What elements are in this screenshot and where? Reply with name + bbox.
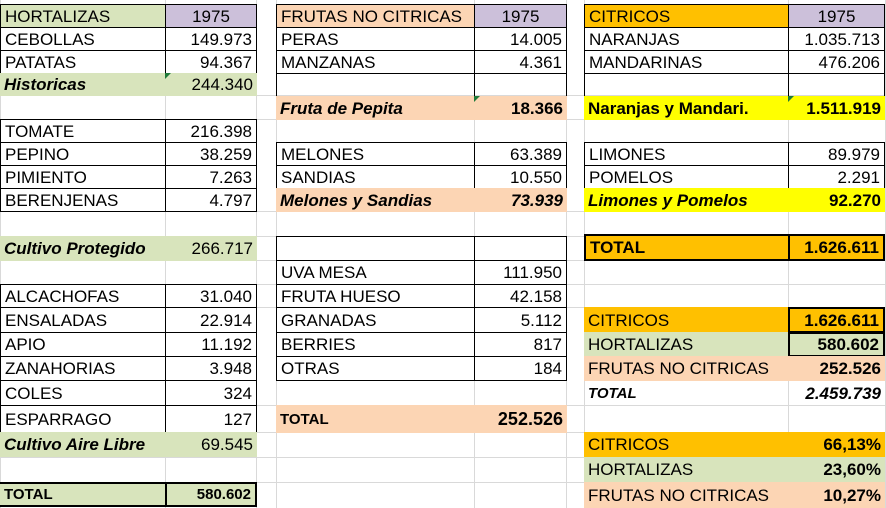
naranja-row-value[interactable]: 476.206 [788, 50, 885, 74]
limon-value[interactable]: 92.270 [788, 188, 885, 212]
aire-row[interactable]: COLES [0, 380, 166, 406]
hortalizas-row[interactable]: CEBOLLAS [0, 27, 166, 51]
aire-row[interactable]: ENSALADAS [0, 307, 166, 333]
aire-row-value[interactable]: 3.948 [165, 356, 257, 381]
otras-row-value[interactable]: 817 [474, 332, 567, 357]
percent-row-frutas-value[interactable]: 10,27% [788, 482, 885, 508]
otras-row[interactable]: GRANADAS [276, 307, 475, 333]
hortalizas-year[interactable]: 1975 [165, 4, 257, 28]
aire-row-value[interactable]: 127 [165, 405, 257, 433]
limon-label[interactable]: Limones y Pomelos [584, 188, 789, 212]
protegido-label[interactable]: Cultivo Protegido [0, 236, 166, 261]
percent-row-citricos[interactable]: CITRICOS [584, 432, 789, 457]
otras-row[interactable]: UVA MESA [276, 260, 475, 285]
hortalizas-row-value[interactable]: 149.973 [165, 27, 257, 51]
frutas-total-label[interactable]: TOTAL [276, 405, 475, 433]
protegido-row[interactable]: BERENJENAS [0, 188, 166, 212]
aire-row[interactable]: ESPARRAGO [0, 405, 166, 433]
melon-row[interactable]: MELONES [276, 142, 475, 166]
otras-row-value[interactable]: 5.112 [474, 307, 567, 333]
aire-row-value[interactable]: 11.192 [165, 332, 257, 357]
citricos-empty-cell[interactable] [584, 73, 789, 97]
otras-row-value[interactable]: 42.158 [474, 284, 567, 308]
limon-row[interactable]: LIMONES [584, 142, 789, 166]
pepita-row-value[interactable]: 4.361 [474, 50, 567, 74]
melon-value[interactable]: 73.939 [474, 188, 567, 212]
aire-row-value[interactable]: 31.040 [165, 284, 257, 308]
pepita-label[interactable]: Fruta de Pepita [276, 96, 475, 120]
percent-row-frutas[interactable]: FRUTAS NO CITRICAS [584, 482, 789, 508]
hortalizas-row-value[interactable]: 94.367 [165, 50, 257, 74]
hortalizas-row[interactable]: PATATAS [0, 50, 166, 74]
summary-total-value[interactable]: 2.459.739 [805, 383, 881, 403]
historicas-label[interactable]: Historicas [0, 73, 166, 96]
melon-row-value[interactable]: 63.389 [474, 142, 567, 166]
naranja-row-value[interactable]: 1.035.713 [788, 27, 885, 51]
protegido-row-value[interactable]: 216.398 [165, 119, 257, 143]
protegido-value[interactable]: 266.717 [165, 236, 257, 261]
frutas-empty-cell[interactable] [276, 236, 475, 261]
summary-row-frutas-value[interactable]: 252.526 [788, 356, 885, 381]
summary-row-hortalizas-value[interactable]: 580.602 [788, 332, 885, 357]
otras-row[interactable]: FRUTA HUESO [276, 284, 475, 308]
summary-row-citricos-value[interactable]: 1.626.611 [788, 307, 885, 333]
citricos-empty-cell[interactable] [788, 73, 885, 97]
percent-row-hortalizas-value[interactable]: 23,60% [788, 457, 885, 482]
aire-row-value[interactable]: 324 [165, 380, 257, 406]
pepita-row[interactable]: MANZANAS [276, 50, 475, 74]
aire-value[interactable]: 69.545 [165, 432, 257, 457]
melon-label[interactable]: Melones y Sandias [276, 188, 475, 212]
aire-row[interactable]: APIO [0, 332, 166, 357]
protegido-row[interactable]: TOMATE [0, 119, 166, 143]
summary-row-citricos[interactable]: CITRICOS [584, 307, 789, 333]
summary-row-hortalizas[interactable]: HORTALIZAS [584, 332, 789, 357]
protegido-row-value[interactable]: 7.263 [165, 165, 257, 189]
hortalizas-header[interactable]: HORTALIZAS [0, 4, 166, 28]
naranja-value[interactable]: 1.511.919 [788, 96, 885, 120]
citricos-total-label[interactable]: TOTAL [584, 234, 789, 261]
citricos-total-value[interactable]: 1.626.611 [788, 234, 885, 261]
pepita-row[interactable]: PERAS [276, 27, 475, 51]
frutas-empty-cell[interactable] [276, 73, 475, 97]
aire-row[interactable]: ALCACHOFAS [0, 284, 166, 308]
pepita-row-value[interactable]: 14.005 [474, 27, 567, 51]
frutas-empty-cell[interactable] [474, 73, 567, 97]
aire-row-value[interactable]: 22.914 [165, 307, 257, 333]
frutas-year[interactable]: 1975 [474, 4, 567, 28]
aire-label[interactable]: Cultivo Aire Libre [0, 432, 166, 457]
melon-row-value[interactable]: 10.550 [474, 165, 567, 189]
pepita-value[interactable]: 18.366 [474, 96, 567, 120]
protegido-row[interactable]: PIMIENTO [0, 165, 166, 189]
percent-row-hortalizas[interactable]: HORTALIZAS [584, 457, 789, 482]
naranja-label[interactable]: Naranjas y Mandari. [584, 96, 789, 120]
otras-row[interactable]: BERRIES [276, 332, 475, 357]
frutas-total-value[interactable]: 252.526 [474, 405, 567, 433]
protegido-row[interactable]: PEPINO [0, 142, 166, 166]
aire-row[interactable]: ZANAHORIAS [0, 356, 166, 381]
protegido-row-value[interactable]: 4.797 [165, 188, 257, 212]
percent-row-citricos-value[interactable]: 66,13% [788, 432, 885, 457]
naranja-row[interactable]: NARANJAS [584, 27, 789, 51]
limon-row-value[interactable]: 2.291 [788, 165, 885, 189]
summary-row-frutas[interactable]: FRUTAS NO CITRICAS [584, 356, 789, 381]
limon-row[interactable]: POMELOS [584, 165, 789, 189]
frutas-header[interactable]: FRUTAS NO CITRICAS [276, 4, 475, 28]
protegido-row-value[interactable]: 38.259 [165, 142, 257, 166]
citricos-year[interactable]: 1975 [788, 4, 885, 28]
naranja-row[interactable]: MANDARINAS [584, 50, 789, 74]
otras-row-value[interactable]: 184 [474, 356, 567, 381]
limon-row-value[interactable]: 89.979 [788, 142, 885, 166]
frutas-empty-cell[interactable] [474, 236, 567, 261]
historicas-value[interactable]: 244.340 [165, 73, 257, 96]
hortalizas-total-label[interactable]: TOTAL [0, 482, 166, 507]
otras-row-value[interactable]: 111.950 [474, 260, 567, 285]
melon-row[interactable]: SANDIAS [276, 165, 475, 189]
hortalizas-total-value[interactable]: 580.602 [165, 482, 257, 507]
summary-total-label[interactable]: TOTAL [588, 384, 637, 402]
otras-row[interactable]: OTRAS [276, 356, 475, 381]
citricos-header[interactable]: CITRICOS [584, 4, 789, 28]
